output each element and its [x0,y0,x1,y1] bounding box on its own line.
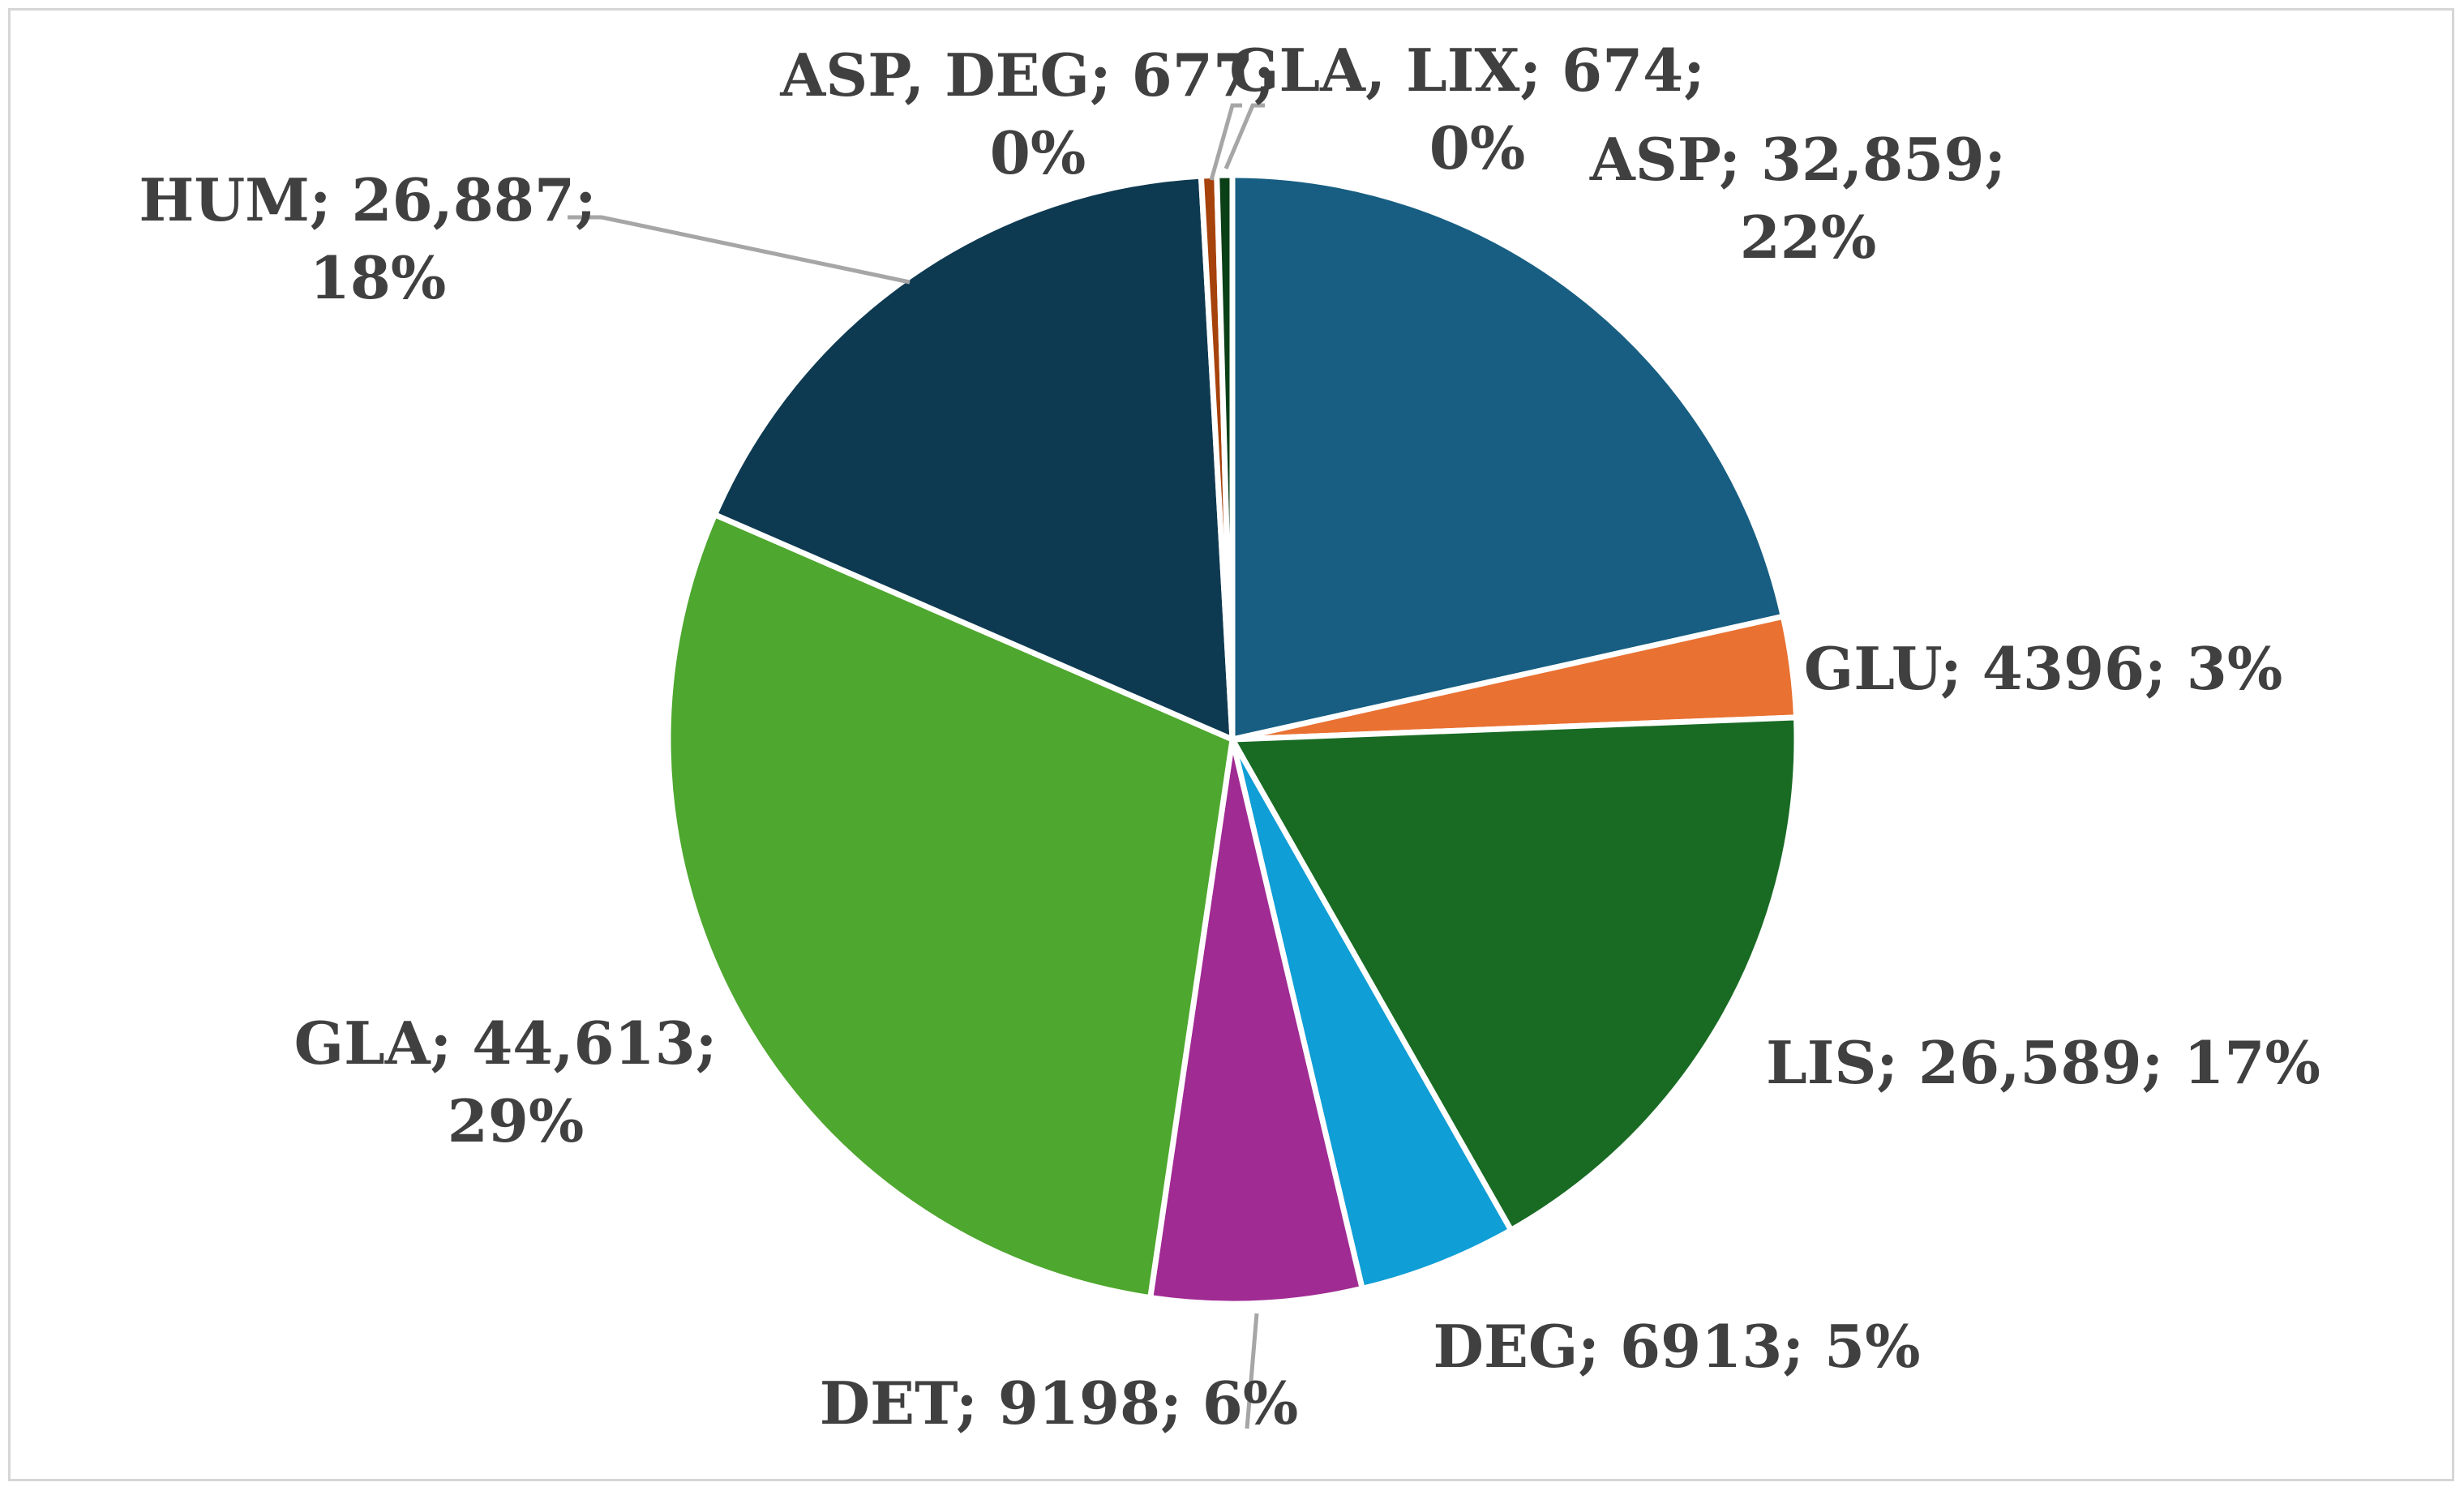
data-label-det: DET; 9198; 6% [820,1369,1299,1437]
data-label-lis: LIS; 26,589; 17% [1766,1028,2320,1097]
pie-slice-asp [1229,172,1786,743]
leader-line-hum [568,215,911,285]
pie-slice-hum [712,173,1236,743]
pie-slice-gla-lix [1214,172,1236,743]
leader-line-gla-lix [1223,103,1265,169]
data-label-gla-lix: GLA, LIX; 674; 0% [1229,36,1725,182]
data-label-asp: ASP; 32,859; 22% [1589,125,2026,272]
leader-line-asp-deg [1209,103,1242,181]
data-label-asp-deg: ASP, DEG; 677; 0% [779,41,1295,187]
data-label-deg: DEG; 6913; 5% [1433,1312,1921,1381]
pie-slice-det [1147,736,1365,1307]
pie-slice-gla [665,512,1236,1301]
leader-line-det [1245,1313,1259,1429]
pie-slice-deg [1229,736,1515,1292]
pie-slices [665,172,1800,1307]
data-label-gla: GLA; 44,613; 29% [294,1009,738,1155]
leader-lines [568,103,1265,1429]
data-label-glu: GLU; 4396; 3% [1804,634,2283,703]
data-labels: ASP; 32,859; 22% GLU; 4396; 3% LIS; 26,5… [139,36,2320,1437]
pie-slice-lis [1229,714,1800,1233]
data-label-hum: HUM; 26,887; 18% [139,165,616,312]
